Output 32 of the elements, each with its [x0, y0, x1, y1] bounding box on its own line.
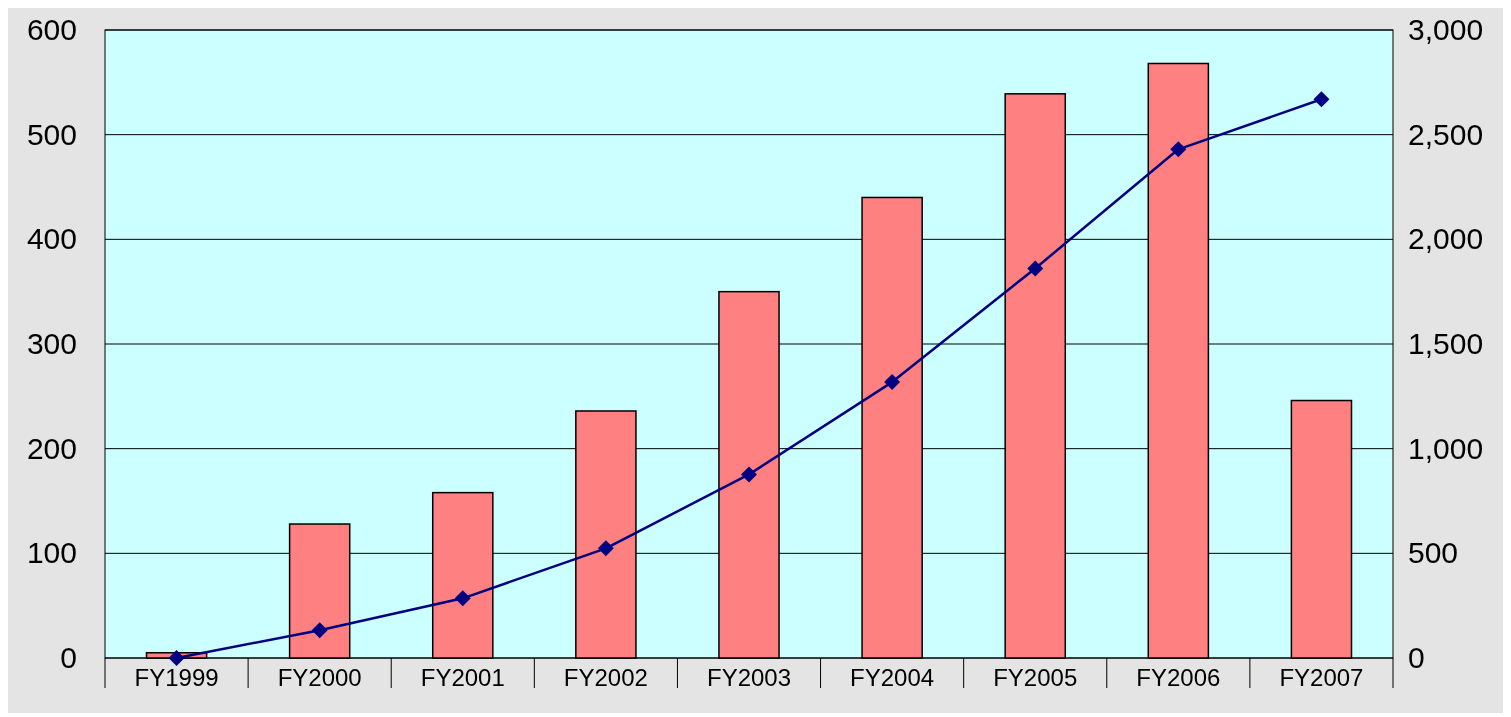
point — [1027, 260, 1044, 277]
y2-tick-label: 1,000 — [1408, 431, 1484, 465]
point — [884, 374, 901, 391]
y-tick-label: 600 — [26, 13, 77, 46]
y-tick-label: 400 — [26, 222, 77, 256]
y-tick-label: 0 — [60, 641, 77, 674]
y-tick-label: 500 — [26, 117, 77, 151]
x-tick-label: FY2002 — [563, 664, 648, 691]
y2-tick-label: 2,000 — [1408, 222, 1484, 256]
point — [1313, 91, 1330, 108]
y2-tick-label: 1,500 — [1408, 327, 1484, 360]
point — [454, 590, 471, 607]
y-tick-label: 300 — [26, 327, 77, 360]
x-tick-label: FY2007 — [1279, 664, 1364, 691]
point — [597, 540, 614, 557]
y2-tick-label: 500 — [1408, 536, 1459, 570]
y-tick-label: 200 — [26, 431, 77, 465]
y2-tick-label: 0 — [1408, 641, 1425, 674]
x-tick-label: FY2004 — [850, 664, 935, 691]
x-tick-label: FY2000 — [277, 664, 362, 691]
point — [741, 466, 757, 483]
point — [1170, 141, 1187, 158]
y-tick-label: 100 — [26, 536, 77, 570]
point — [168, 650, 185, 666]
x-tick-label: FY2006 — [1136, 664, 1221, 691]
x-tick-label: FY2005 — [993, 664, 1078, 691]
y2-tick-label: 3,000 — [1408, 13, 1484, 46]
y2-tick-label: 2,500 — [1408, 117, 1484, 151]
x-tick-label: FY2003 — [706, 664, 792, 691]
point — [311, 622, 328, 639]
x-tick-label: FY1999 — [134, 664, 219, 691]
x-tick-label: FY2001 — [420, 664, 505, 691]
